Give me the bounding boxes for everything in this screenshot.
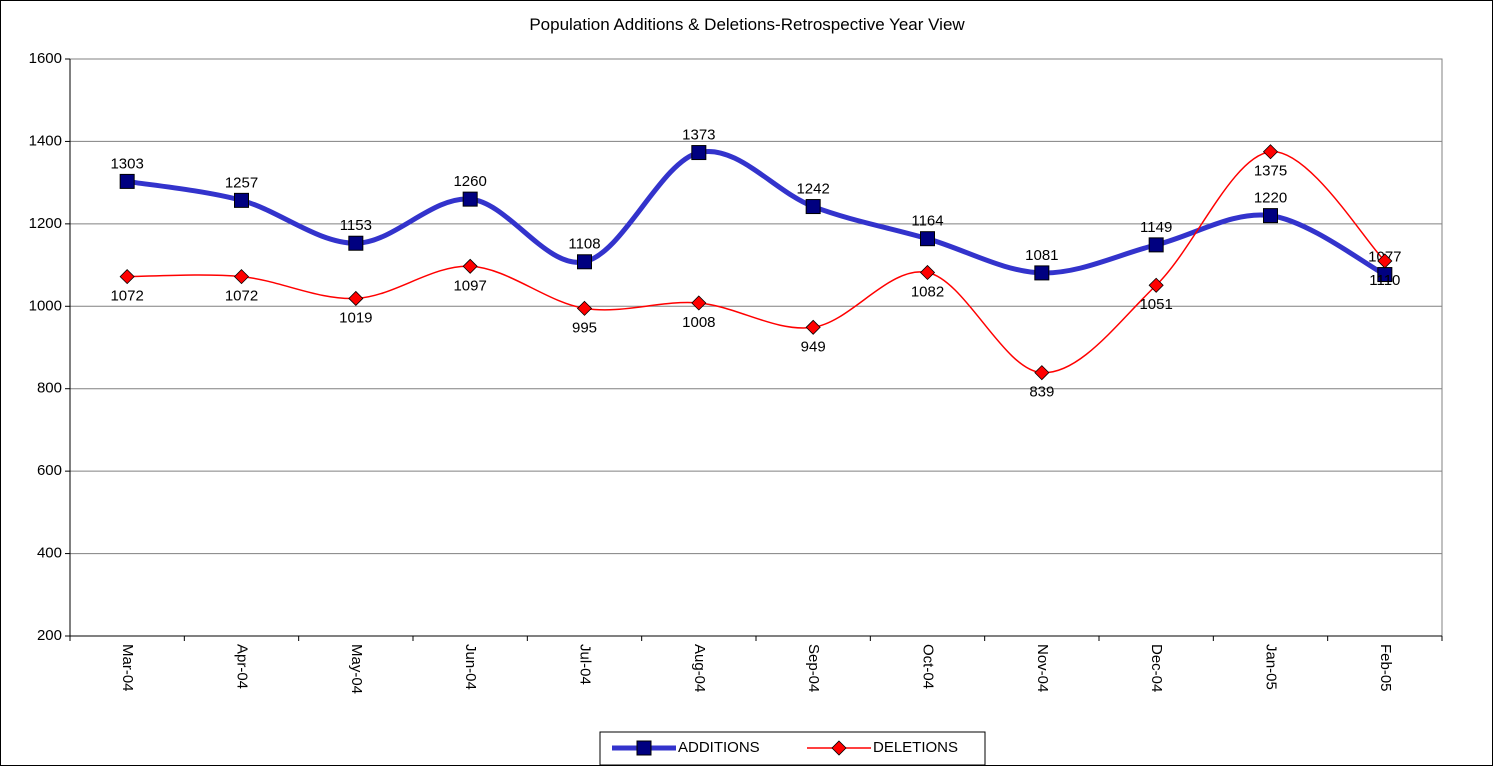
x-tick-label: Dec-04	[1148, 644, 1165, 692]
marker	[576, 300, 593, 316]
data-label: 1303	[110, 155, 143, 172]
data-label: 1164	[911, 213, 943, 230]
x-tick-label: Sep-04	[805, 644, 822, 692]
marker	[1262, 144, 1279, 160]
x-tick-label: Aug-04	[691, 644, 708, 692]
data-label: 1008	[682, 314, 715, 331]
data-label: 1260	[453, 173, 486, 190]
marker	[691, 295, 707, 311]
marker	[462, 258, 478, 274]
marker	[1034, 365, 1050, 381]
x-tick-label: Nov-04	[1034, 644, 1051, 692]
marker	[119, 269, 135, 285]
marker	[636, 740, 652, 756]
y-tick-label: 1200	[29, 215, 62, 232]
data-label: 839	[1029, 384, 1054, 401]
data-label: 1019	[339, 309, 372, 326]
x-tick-label: Jul-04	[577, 644, 594, 685]
data-label: 995	[572, 319, 597, 336]
data-label: 949	[801, 338, 826, 355]
data-label: 1373	[682, 127, 715, 144]
marker	[1377, 253, 1393, 269]
marker	[577, 254, 592, 270]
x-tick-label: Oct-04	[920, 644, 937, 689]
y-tick-label: 400	[37, 545, 62, 562]
y-tick-label: 1000	[29, 297, 62, 314]
chart-title: Population Additions & Deletions-Retrosp…	[529, 15, 965, 34]
data-label: 1153	[340, 217, 372, 234]
data-label: 1097	[453, 277, 486, 294]
marker	[119, 173, 135, 189]
marker	[1148, 277, 1164, 293]
data-label: 1081	[1025, 247, 1058, 264]
x-tick-label: Jun-04	[462, 644, 479, 690]
y-tick-label: 200	[37, 627, 62, 644]
marker	[348, 290, 364, 307]
legend-label: DELETIONS	[873, 739, 958, 756]
data-label: 1149	[1140, 219, 1172, 236]
marker	[805, 319, 821, 335]
marker	[234, 192, 249, 208]
data-label: 1072	[225, 288, 258, 305]
x-tick-label: Mar-04	[119, 644, 136, 692]
marker	[462, 191, 478, 207]
marker	[233, 269, 250, 285]
marker	[805, 199, 821, 215]
legend: ADDITIONS DELETIONS	[599, 731, 986, 766]
x-tick-label: Apr-04	[234, 644, 251, 689]
marker	[831, 740, 847, 756]
marker	[1034, 265, 1050, 281]
data-label: 1110	[1369, 272, 1400, 289]
marker	[920, 231, 935, 247]
marker	[919, 264, 936, 281]
y-tick-label: 1600	[29, 50, 62, 67]
legend-label: ADDITIONS	[678, 739, 760, 756]
y-tick-label: 600	[37, 462, 62, 479]
data-label: 1220	[1254, 190, 1287, 207]
y-tick-label: 1400	[29, 132, 62, 149]
marker	[691, 145, 707, 161]
x-tick-label: Jan-05	[1263, 644, 1280, 690]
y-tick-label: 800	[37, 380, 62, 397]
x-tick-label: May-04	[348, 644, 365, 694]
marker	[1263, 208, 1278, 224]
data-label: 1082	[911, 283, 944, 300]
marker	[348, 235, 364, 251]
marker	[1148, 237, 1164, 253]
data-label: 1257	[225, 174, 258, 191]
data-label: 1072	[110, 288, 143, 305]
x-tick-label: Feb-05	[1377, 644, 1394, 692]
plot-area	[69, 58, 1443, 637]
data-label: 1242	[796, 181, 829, 198]
data-label: 1051	[1139, 296, 1172, 313]
data-label: 1108	[568, 236, 600, 253]
data-label: 1375	[1254, 163, 1287, 180]
